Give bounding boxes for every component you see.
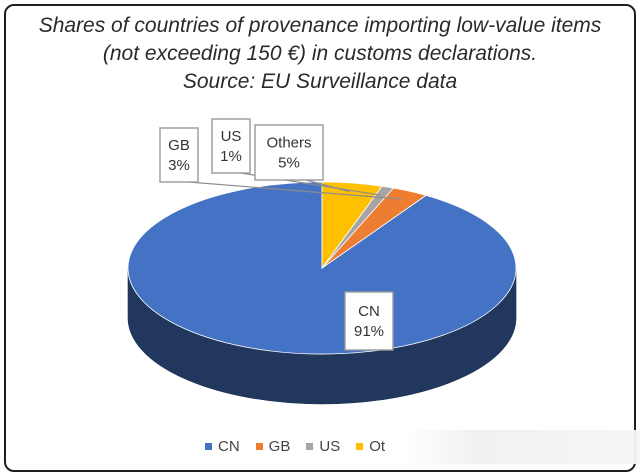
legend-item-cn: CN: [205, 438, 240, 455]
data-label-box-gb: [159, 127, 199, 183]
chart-title: Shares of countries of provenance import…: [0, 12, 640, 96]
legend-swatch-us: [306, 442, 314, 450]
leader-line-gb: [188, 181, 402, 200]
data-label-us: US 1%: [211, 118, 382, 196]
data-label-box-cn: [344, 291, 394, 351]
legend-label-us: US: [319, 437, 341, 455]
legend-label-cn: CN: [218, 437, 240, 455]
data-label-category-others: Others: [266, 135, 311, 152]
chart-title-line-3: Source: EU Surveillance data: [182, 70, 458, 93]
data-label-box-us: [211, 118, 251, 174]
data-label-value-us: 1%: [220, 148, 242, 165]
data-label-cn: CN 91%: [344, 291, 394, 351]
pie-top-layer: [127, 181, 517, 355]
legend-swatch-gb: [255, 442, 263, 450]
legend-item-others: Ot: [356, 438, 385, 455]
data-label-layer: CN 91% GB 3% US 1% Others 5%: [159, 118, 402, 351]
legend-swatch-cn: [205, 442, 212, 450]
chart-title-line-1: Shares of countries of provenance import…: [38, 14, 602, 37]
watermark-overlay: [405, 430, 640, 464]
data-label-category-us: US: [221, 128, 242, 145]
data-label-value-cn: 91%: [354, 323, 384, 340]
data-label-gb: GB 3%: [159, 127, 402, 200]
data-label-category-cn: CN: [358, 303, 380, 320]
legend-label-others: Ot: [369, 437, 386, 455]
pie-slice-others: [321, 181, 383, 270]
legend-swatch-others: [356, 442, 364, 450]
data-label-value-others: 5%: [278, 155, 300, 172]
legend-label-gb: GB: [268, 437, 291, 455]
chart-title-line-2: (not exceeding 150 €) in customs declara…: [102, 42, 538, 65]
data-label-category-gb: GB: [168, 137, 190, 154]
legend-item-gb: GB: [255, 437, 291, 455]
legend-item-us: US: [306, 438, 340, 455]
data-label-others: Others 5%: [254, 124, 350, 193]
data-label-box-others: [254, 124, 324, 181]
data-label-value-gb: 3%: [168, 157, 190, 174]
legend: CN GB US Ot: [205, 436, 385, 456]
leader-line-others: [305, 179, 350, 193]
